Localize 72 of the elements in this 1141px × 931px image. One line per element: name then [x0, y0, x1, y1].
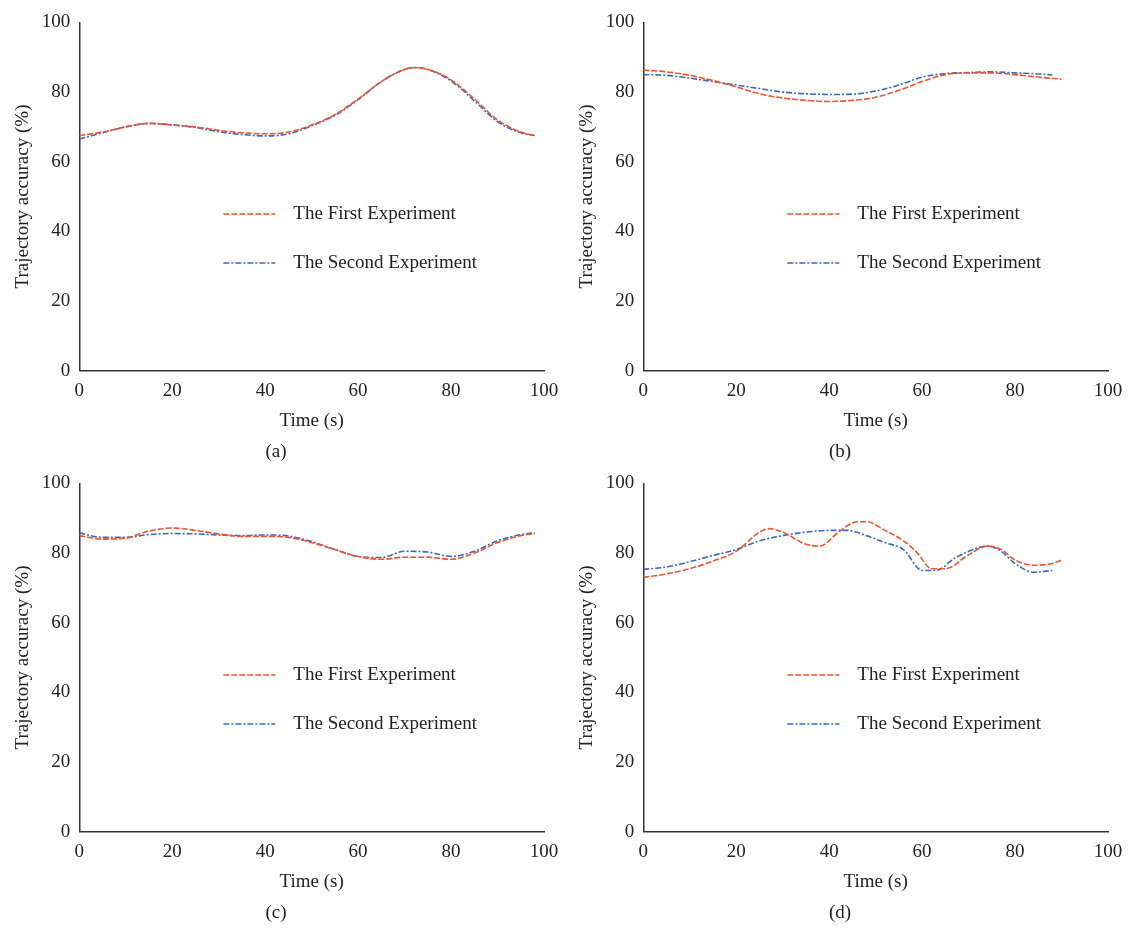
y-tick-label: 20 [615, 288, 635, 310]
y-tick-label: 100 [605, 10, 635, 32]
y-tick-label: 0 [60, 358, 71, 380]
y-tick-label: 0 [60, 819, 71, 841]
x-tick-label: 100 [529, 839, 559, 861]
y-tick-label: 60 [51, 610, 71, 632]
x-tick-label: 0 [74, 839, 85, 861]
y-tick-label: 100 [41, 10, 71, 32]
y-tick-label: 80 [615, 80, 635, 102]
text: (b) [828, 439, 852, 462]
y-tick-label: 20 [51, 288, 71, 310]
text: (c) [265, 900, 287, 923]
x-tick-label: 60 [348, 839, 368, 861]
x-tick-label: 20 [162, 839, 182, 861]
y-tick-label: 40 [51, 680, 71, 702]
y-tick-label: 100 [605, 471, 635, 493]
x-tick-label: 0 [74, 378, 85, 400]
line-series [643, 520, 1063, 579]
y-tick-label: 20 [615, 749, 635, 771]
y-axis-title: Trajectory accuracy (%) [575, 565, 598, 750]
text: (a) [265, 439, 287, 462]
x-axis-title: Time (s) [843, 869, 908, 892]
x-axis-title: Time (s) [279, 869, 344, 892]
y-tick-label: 40 [51, 219, 71, 241]
y-tick-label: 40 [615, 219, 635, 241]
x-tick-label: 60 [912, 839, 932, 861]
x-tick-label: 80 [441, 839, 461, 861]
y-tick-label: 40 [615, 680, 635, 702]
y-axis-title: Trajectory accuracy (%) [11, 565, 34, 750]
x-tick-label: 0 [638, 839, 649, 861]
y-tick-label: 60 [615, 149, 635, 171]
x-tick-label: 0 [638, 378, 649, 400]
y-tick-label: 0 [624, 819, 635, 841]
y-tick-label: 20 [51, 749, 71, 771]
legend-label: The Second Experiment [293, 250, 478, 272]
x-tick-label: 40 [255, 378, 275, 400]
x-tick-label: 80 [441, 378, 461, 400]
x-tick-label: 100 [1093, 839, 1123, 861]
x-tick-label: 40 [819, 378, 839, 400]
y-tick-label: 80 [51, 541, 71, 563]
legend-label: The First Experiment [857, 201, 1021, 223]
y-axis-title: Trajectory accuracy (%) [11, 104, 34, 289]
legend-label: The Second Experiment [857, 250, 1042, 272]
x-tick-label: 40 [255, 839, 275, 861]
y-axis-title: Trajectory accuracy (%) [575, 104, 598, 289]
legend-label: The Second Experiment [857, 711, 1042, 733]
y-tick-label: 80 [51, 80, 71, 102]
x-tick-label: 100 [529, 378, 559, 400]
x-tick-label: 20 [726, 839, 746, 861]
line-series [643, 71, 1054, 96]
y-tick-label: 100 [41, 471, 71, 493]
y-tick-label: 0 [624, 358, 635, 380]
x-tick-label: 20 [162, 378, 182, 400]
legend-label: The First Experiment [293, 662, 457, 684]
legend-label: The First Experiment [293, 201, 457, 223]
legend-label: The Second Experiment [293, 711, 478, 733]
x-axis-title: Time (s) [843, 408, 908, 431]
line-series [643, 529, 1054, 573]
x-tick-label: 100 [1093, 378, 1123, 400]
x-tick-label: 80 [1005, 839, 1025, 861]
x-tick-label: 60 [912, 378, 932, 400]
x-tick-label: 80 [1005, 378, 1025, 400]
y-tick-label: 80 [615, 541, 635, 563]
x-axis-title: Time (s) [279, 408, 344, 431]
x-tick-label: 60 [348, 378, 368, 400]
legend-label: The First Experiment [857, 662, 1021, 684]
x-tick-label: 40 [819, 839, 839, 861]
x-tick-label: 20 [726, 378, 746, 400]
y-tick-label: 60 [615, 610, 635, 632]
text: (d) [828, 900, 852, 923]
y-tick-label: 60 [51, 149, 71, 171]
line-series [643, 69, 1063, 103]
